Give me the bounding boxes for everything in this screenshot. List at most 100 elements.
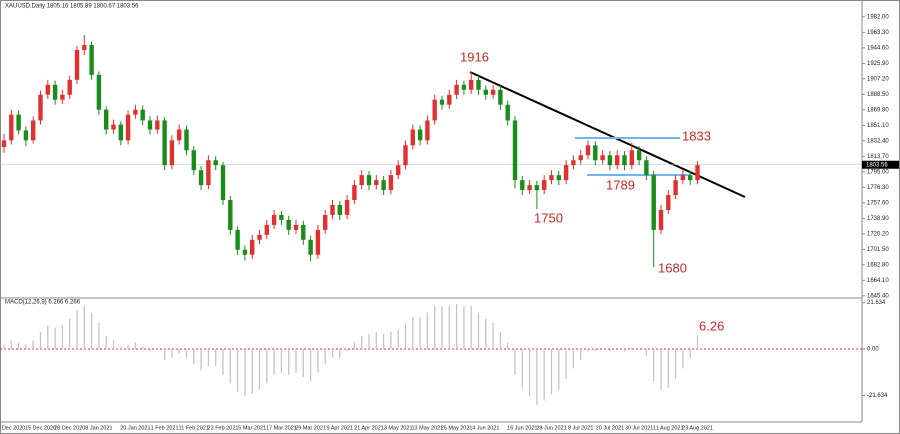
candle-body [578, 155, 583, 161]
candle-body [286, 219, 291, 230]
candle-body [461, 84, 467, 90]
candle-body [45, 84, 50, 95]
candle-body [213, 160, 218, 166]
candle-body [206, 160, 211, 186]
x-tick-label: 4 Jun 2021 [472, 425, 499, 431]
macd-value-annotation: 6.26 [699, 318, 724, 333]
y-tick-label: 1944.60 [867, 45, 889, 51]
candle-body [301, 224, 306, 240]
x-tick-label: 16 Jun 2021 [507, 425, 537, 431]
candle-body [352, 185, 357, 201]
candle-body [257, 234, 262, 240]
candle-body [359, 175, 364, 186]
y-tick-label: -21.634 [867, 393, 888, 399]
y-tick-label: 0.00 [867, 347, 879, 353]
candle-body [74, 49, 80, 80]
candle-body [388, 175, 394, 191]
y-tick-label: 1907.20 [867, 76, 889, 82]
candle-body [622, 155, 627, 166]
last-price-label: 1803.56 [866, 162, 888, 168]
y-tick-label: 21.634 [867, 300, 886, 306]
x-tick-label: 17 Mar 2021 [266, 425, 297, 431]
candle-body [315, 229, 321, 255]
candle-body [140, 109, 145, 121]
candle-body [264, 224, 269, 235]
candle-body [220, 165, 226, 201]
candle-body [680, 175, 686, 181]
candle-body [330, 204, 335, 215]
y-tick-label: 1982.00 [867, 14, 889, 20]
y-tick-label: 1645.40 [867, 293, 889, 299]
candle-body [469, 79, 474, 90]
price-annotation: 1833 [682, 128, 711, 143]
candle-body [615, 155, 620, 166]
x-tick-label: 8 Jan 2021 [85, 425, 112, 431]
candle-body [563, 165, 569, 181]
candle-body [228, 200, 233, 230]
candle-body [520, 180, 525, 191]
candle-body [111, 124, 116, 130]
candle-body [293, 224, 299, 230]
candle-body [271, 214, 277, 225]
candle-body [52, 84, 58, 100]
candle-body [38, 94, 43, 121]
candle-body [96, 74, 102, 110]
candle-body [549, 175, 554, 181]
candle-body [439, 99, 445, 105]
candle-body [658, 209, 664, 230]
price-annotation: 1916 [460, 49, 489, 64]
y-tick-label: 1888.50 [867, 92, 889, 98]
price-annotation: 1680 [658, 260, 687, 275]
candle-body [629, 150, 634, 166]
y-tick-label: 1720.20 [867, 231, 889, 237]
candle-body [542, 180, 547, 191]
candle-body [483, 89, 488, 95]
candle-body [67, 79, 72, 95]
candle-body [417, 129, 423, 141]
price-annotation: 1750 [534, 210, 563, 225]
y-tick-label: 1813.70 [867, 154, 889, 160]
candle-body [279, 214, 284, 220]
candle-body [666, 195, 671, 210]
y-tick-label: 1682.80 [867, 262, 889, 268]
candle-body [447, 94, 452, 105]
y-tick-label: 1851.10 [867, 123, 889, 129]
candle-body [512, 120, 518, 181]
candle-body [490, 89, 496, 95]
candle-body [556, 175, 561, 181]
candle-body [198, 170, 204, 186]
candle-body [344, 200, 350, 215]
candle-body [133, 109, 138, 115]
candle-body [89, 45, 94, 75]
y-tick-label: 1776.30 [867, 185, 889, 191]
x-tick-label: 5 Mar 2021 [238, 425, 266, 431]
candle-body [250, 239, 255, 255]
x-tick-label: 11 Feb 2021 [179, 425, 209, 431]
candle-body [104, 109, 109, 130]
candle-body [16, 114, 21, 131]
candle-body [155, 120, 160, 130]
y-tick-label: 1963.30 [867, 30, 889, 36]
macd-title: MACD(12,26,9) 6.266 6.266 [5, 300, 81, 306]
candle-body [242, 249, 248, 255]
candle-body [191, 150, 196, 171]
y-tick-label: 1757.60 [867, 200, 889, 206]
candle-body [534, 185, 540, 191]
candle-body [410, 129, 415, 146]
candle-body [1, 140, 7, 147]
candle-body [82, 45, 87, 50]
candle-body [162, 120, 167, 166]
chart-title: XAUUSD,Daily 1805.16 1805.89 1800.67 180… [5, 4, 139, 10]
y-tick-label: 1738.90 [867, 216, 889, 222]
y-tick-label: 1869.80 [867, 107, 889, 113]
candle-body [505, 104, 510, 121]
candle-body [118, 124, 123, 141]
price-annotation: 1789 [606, 177, 635, 192]
candle-body [23, 130, 29, 141]
x-tick-label: 3 May 2021 [384, 425, 413, 431]
x-tick-label: 23 Aug 2021 [682, 425, 713, 431]
candle-body [177, 129, 182, 141]
candle-body [425, 120, 430, 141]
x-tick-label: 1 Feb 2021 [151, 425, 179, 431]
